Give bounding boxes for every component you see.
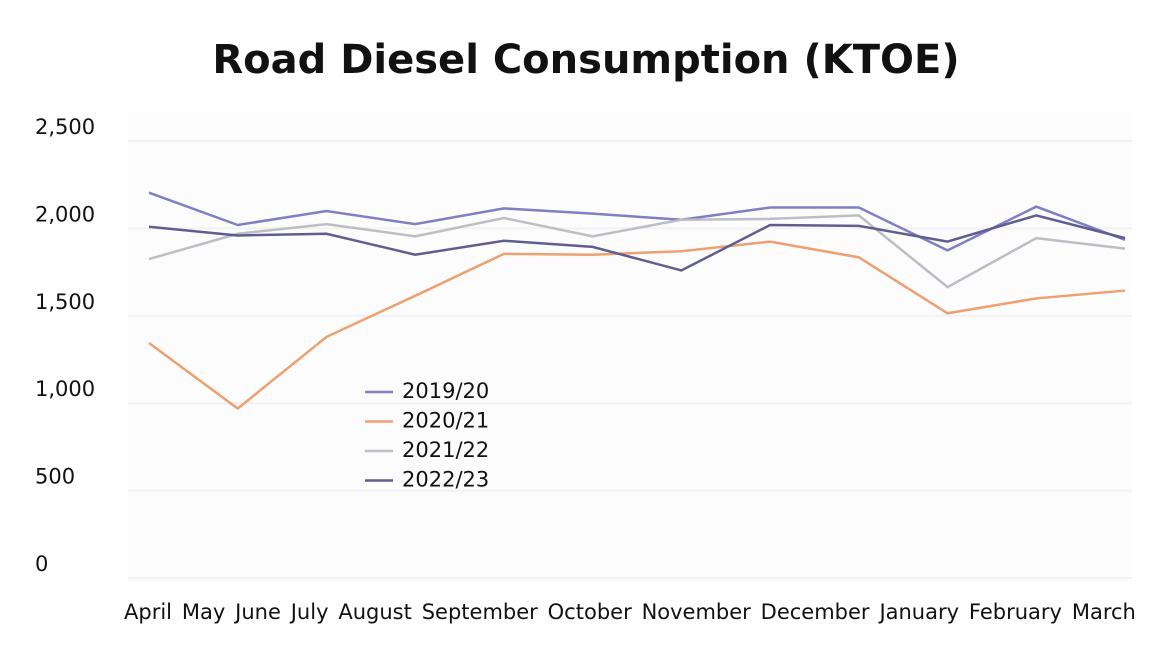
x-tick-label: December (760, 600, 870, 624)
y-tick-label: 2,500 (35, 115, 95, 139)
x-tick-label: January (879, 600, 960, 624)
x-tick-label: October (547, 600, 632, 624)
line-series (148, 214, 1126, 272)
x-tick-label: April (124, 600, 172, 624)
x-tick-label: March (1071, 600, 1136, 624)
legend-label: 2021/22 (402, 438, 489, 462)
y-tick-label: 1,500 (35, 290, 95, 314)
legend-label: 2019/20 (402, 379, 489, 403)
x-tick-label: June (235, 600, 281, 624)
y-tick-label: 0 (35, 552, 48, 576)
chart-title: Road Diesel Consumption (KTOE) (212, 37, 959, 83)
plot-area (128, 112, 1132, 582)
x-tick-label: November (641, 600, 751, 624)
y-tick-label: 1,000 (35, 377, 95, 401)
x-tick-label: September (421, 600, 538, 624)
y-tick-label: 500 (35, 465, 75, 489)
x-tick-label: May (181, 600, 226, 624)
x-axis-labels: April May June July August September October No… (124, 600, 1136, 624)
x-tick-label: July (290, 600, 329, 624)
line-series (148, 214, 1126, 289)
legend-label: 2022/23 (402, 468, 489, 492)
y-tick-label: 2,000 (35, 202, 95, 226)
x-tick-label: February (968, 600, 1062, 624)
x-tick-label: August (338, 600, 412, 624)
line-series (148, 191, 1126, 252)
line-series (148, 240, 1126, 411)
legend-label: 2020/21 (402, 409, 489, 433)
